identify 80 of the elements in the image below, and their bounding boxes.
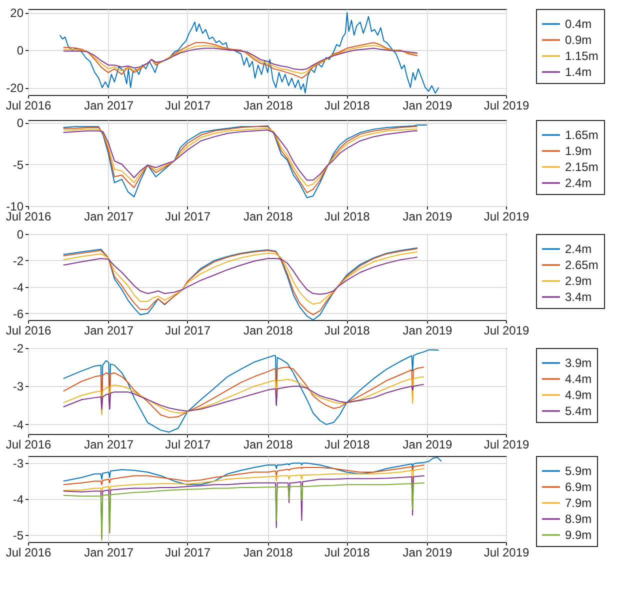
text: 6.9m	[565, 480, 592, 494]
text: 3.9m	[565, 356, 592, 370]
legend-label: 2.4m	[565, 242, 592, 256]
x-tick-label: Jan 2019	[402, 324, 452, 338]
x-tick-label: Jan 2017	[84, 324, 134, 338]
text: 4.4m	[565, 372, 592, 386]
y-tick-label: -2	[12, 254, 24, 268]
y-tick-label: 0	[16, 44, 24, 58]
x-tick-label: Jan 2019	[402, 546, 452, 560]
x-tick-label: Jul 2019	[484, 210, 530, 224]
line-series	[62, 42, 418, 79]
x-tick-label: Jul 2018	[324, 324, 370, 338]
y-tick-label: -4	[12, 280, 24, 294]
x-tick-label: Jan 2017	[84, 438, 134, 452]
y-tick-label: 20	[10, 6, 24, 20]
y-tick-label: -4	[12, 492, 24, 506]
y-tick-label: -2	[12, 342, 24, 356]
text: 5.9m	[565, 464, 592, 478]
x-tick-label: Jan 2019	[402, 438, 452, 452]
x-tick-label: Jul 2019	[484, 546, 530, 560]
legend-label: 1.4m	[565, 65, 592, 79]
text: 1.65m	[565, 128, 598, 142]
legend-label: 0.4m	[565, 17, 592, 31]
x-tick-label: Jul 2018	[324, 98, 370, 112]
x-tick-label: Jan 2017	[84, 98, 134, 112]
line-series	[62, 456, 442, 486]
text: 1.9m	[565, 144, 592, 158]
x-tick-label: Jan 2019	[402, 210, 452, 224]
x-tick-label: Jan 2019	[402, 98, 452, 112]
y-tick-label: -5	[12, 158, 24, 172]
x-tick-label: Jul 2016	[6, 210, 52, 224]
legend-label: 5.4m	[565, 404, 592, 418]
line-series	[59, 12, 440, 94]
line-series	[62, 468, 425, 492]
y-tick-label: -6	[12, 306, 24, 321]
x-tick-label: Jul 2019	[484, 438, 530, 452]
y-tick-label: -3	[12, 456, 24, 471]
x-tick-label: Jul 2019	[484, 324, 530, 338]
y-tick-label: -20	[6, 81, 24, 96]
x-tick-label: Jan 2017	[84, 546, 134, 560]
y-tick-label: -4	[12, 418, 24, 432]
x-tick-label: Jul 2017	[165, 438, 211, 452]
x-tick-label: Jul 2016	[6, 546, 52, 560]
x-tick-label: Jul 2016	[6, 324, 52, 338]
x-tick-label: Jul 2016	[6, 98, 52, 112]
text: 7.9m	[565, 496, 592, 510]
line-series	[62, 464, 425, 486]
line-series	[62, 251, 418, 305]
text: 2.4m	[565, 176, 592, 190]
x-tick-label: Jan 2018	[243, 324, 294, 338]
text: 4.9m	[565, 388, 592, 402]
text: 8.9m	[565, 512, 592, 526]
line-series	[62, 256, 418, 295]
legend-label: 1.15m	[565, 49, 598, 63]
legend-label: 9.9m	[565, 528, 592, 542]
legend-label: 2.65m	[565, 258, 598, 272]
y-tick-label: -3	[12, 380, 24, 394]
x-tick-label: Jul 2017	[165, 324, 211, 338]
y-tick-label: 0	[16, 116, 24, 130]
x-tick-label: Jan 2017	[84, 210, 134, 224]
text: 2.15m	[565, 160, 598, 174]
x-tick-label: Jul 2017	[165, 210, 211, 224]
x-tick-label: Jul 2018	[324, 438, 370, 452]
x-tick-label: Jul 2017	[165, 546, 211, 560]
x-tick-label: Jan 2018	[243, 210, 294, 224]
x-tick-label: Jul 2016	[6, 438, 52, 452]
y-tick-label: 0	[16, 228, 24, 242]
x-tick-label: Jul 2018	[324, 210, 370, 224]
legend-label: 0.9m	[565, 33, 592, 47]
y-tick-label: -5	[12, 528, 24, 542]
x-tick-label: Jan 2018	[243, 438, 294, 452]
x-tick-label: Jan 2018	[243, 546, 294, 560]
x-tick-label: Jul 2019	[484, 98, 530, 112]
line-series	[62, 376, 424, 416]
x-tick-label: Jan 2018	[243, 98, 294, 112]
x-tick-label: Jul 2017	[165, 98, 211, 112]
legend-label: 3.4m	[565, 290, 592, 304]
line-series	[62, 384, 424, 412]
legend-label: 2.9m	[565, 274, 592, 288]
x-tick-label: Jul 2018	[324, 546, 370, 560]
